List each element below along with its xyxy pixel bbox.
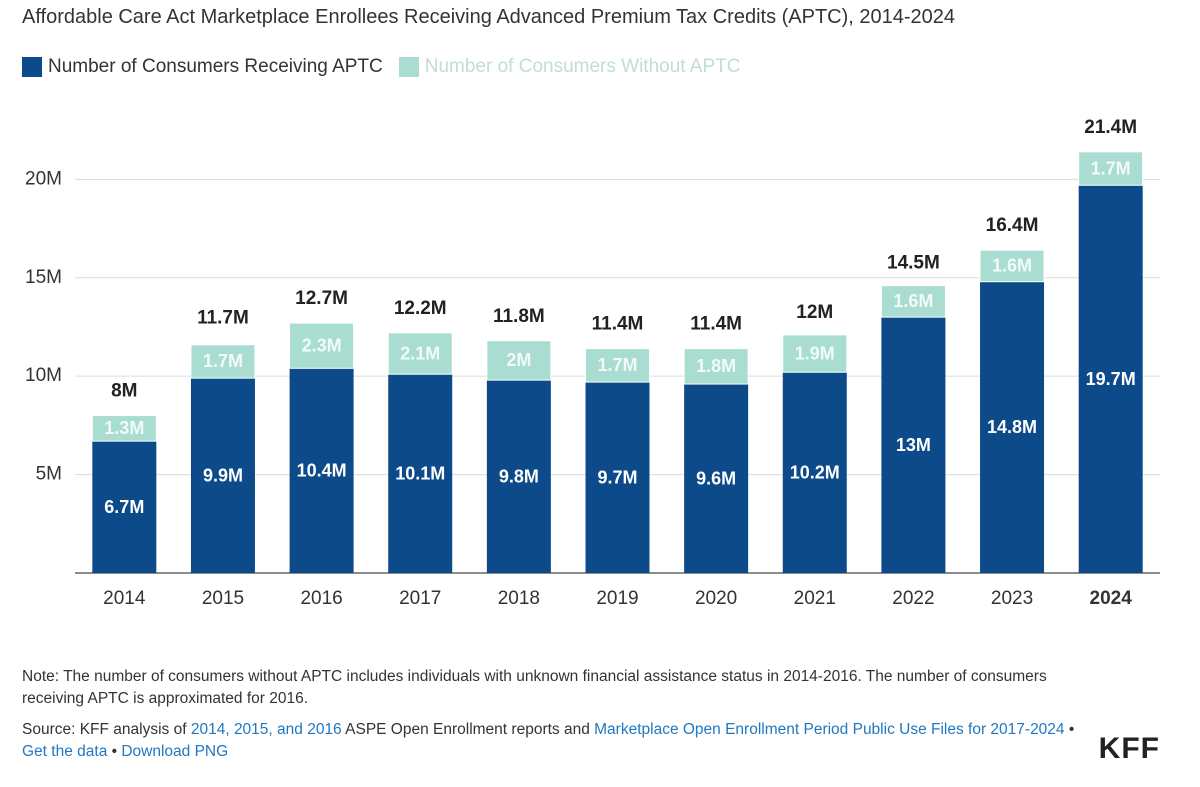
source-text: •: [1064, 721, 1075, 738]
data-label: 13M: [896, 435, 931, 455]
data-label: 19.7M: [1086, 369, 1136, 389]
data-label: 14.8M: [987, 417, 1037, 437]
data-label: 1.3M: [104, 418, 144, 438]
data-label: 9.6M: [696, 468, 736, 488]
total-label: 11.8M: [493, 306, 545, 327]
bar-segment: [782, 372, 847, 573]
x-tick-label: 2014: [103, 588, 146, 609]
data-label: 10.4M: [297, 460, 347, 480]
data-label: 10.1M: [395, 463, 445, 483]
x-tick-label: 2016: [300, 588, 342, 609]
bar-segment: [1078, 151, 1144, 186]
data-label: 9.7M: [597, 467, 637, 487]
bar-segment: [387, 332, 453, 375]
data-label: 2.1M: [400, 343, 440, 363]
data-label: 1.9M: [795, 343, 835, 363]
bar-segment: [486, 380, 551, 573]
bar-segment: [289, 322, 355, 369]
source-link[interactable]: Download PNG: [121, 743, 229, 760]
data-label: 2.3M: [302, 335, 342, 355]
total-label: 16.4M: [986, 215, 1039, 236]
bar-segment: [190, 378, 255, 573]
x-tick-label: 2020: [695, 588, 737, 609]
source-link[interactable]: Get the data: [22, 743, 108, 760]
data-label: 9.8M: [499, 466, 539, 486]
bar-segment: [1078, 185, 1143, 573]
data-label: 1.7M: [597, 355, 637, 375]
x-tick-label: 2021: [794, 588, 836, 609]
total-label: 12.7M: [295, 288, 348, 309]
data-label: 9.9M: [203, 465, 243, 485]
legend-label: Number of Consumers Without APTC: [424, 56, 741, 77]
bar-segment: [980, 281, 1045, 573]
data-label: 10.2M: [790, 462, 840, 482]
total-label: 8M: [111, 381, 137, 402]
source-text: ASPE Open Enrollment reports and: [341, 721, 595, 738]
data-label: 1.6M: [992, 256, 1032, 276]
source-link[interactable]: 2014, 2015, and 2016: [190, 721, 342, 738]
bar-segment: [782, 334, 848, 373]
bar-segment: [684, 384, 749, 573]
y-tick-label: 5M: [36, 464, 62, 485]
source-text: •: [107, 743, 122, 760]
bar-segment: [486, 340, 552, 381]
data-label: 2M: [506, 350, 531, 370]
total-label: 12.2M: [394, 298, 447, 319]
legend: Number of Consumers Receiving APTC Number…: [22, 56, 756, 78]
bar-segment: [683, 348, 749, 385]
legend-swatch: [398, 57, 419, 77]
logo: KFF: [1098, 732, 1160, 765]
total-label: 11.4M: [592, 314, 644, 335]
bar-segment: [190, 344, 256, 379]
data-label: 1.7M: [203, 351, 243, 371]
bar-segment: [91, 415, 157, 442]
bar-segment: [289, 368, 354, 573]
data-label: 1.6M: [893, 291, 933, 311]
bar-segment: [979, 249, 1045, 283]
total-label: 11.7M: [197, 308, 249, 329]
bar-segment: [881, 317, 946, 573]
bar-segment: [585, 382, 650, 573]
x-tick-label: 2017: [399, 588, 441, 609]
legend-swatch: [22, 57, 42, 77]
data-label: 1.8M: [696, 356, 736, 376]
y-tick-label: 15M: [25, 267, 62, 288]
source-link[interactable]: Marketplace Open Enrollment Period Publi…: [594, 721, 1065, 738]
total-label: 12M: [796, 302, 833, 323]
x-tick-label: 2015: [202, 588, 244, 609]
data-label: 1.7M: [1091, 158, 1131, 178]
y-tick-label: 20M: [25, 168, 62, 189]
x-tick-label: 2024: [1090, 588, 1133, 609]
legend-label: Number of Consumers Receiving APTC: [48, 56, 383, 77]
x-tick-label: 2018: [498, 588, 540, 609]
total-label: 11.4M: [690, 314, 742, 335]
total-label: 21.4M: [1084, 117, 1137, 138]
x-tick-label: 2023: [991, 588, 1033, 609]
data-label: 6.7M: [104, 497, 144, 517]
total-label: 14.5M: [887, 253, 940, 274]
bar-segment: [388, 374, 453, 573]
source: Source: KFF analysis of 2014, 2015, and …: [22, 719, 1082, 763]
x-tick-label: 2019: [596, 588, 638, 609]
y-tick-label: 10M: [25, 365, 62, 386]
bar-segment: [92, 441, 157, 573]
bar-segment: [880, 285, 946, 318]
source-text: Source: KFF analysis of: [22, 721, 191, 738]
x-tick-label: 2022: [892, 588, 934, 609]
chart: 5M 10M 15M 20M 6.7M 1.3M 8M 2014 9.9M 1.7M 11.7M 20…: [25, 117, 1160, 609]
note: Note: The number of consumers without AP…: [22, 668, 1047, 707]
bar-segment: [585, 348, 650, 383]
chart-title: Affordable Care Act Marketplace Enrollee…: [22, 6, 956, 28]
